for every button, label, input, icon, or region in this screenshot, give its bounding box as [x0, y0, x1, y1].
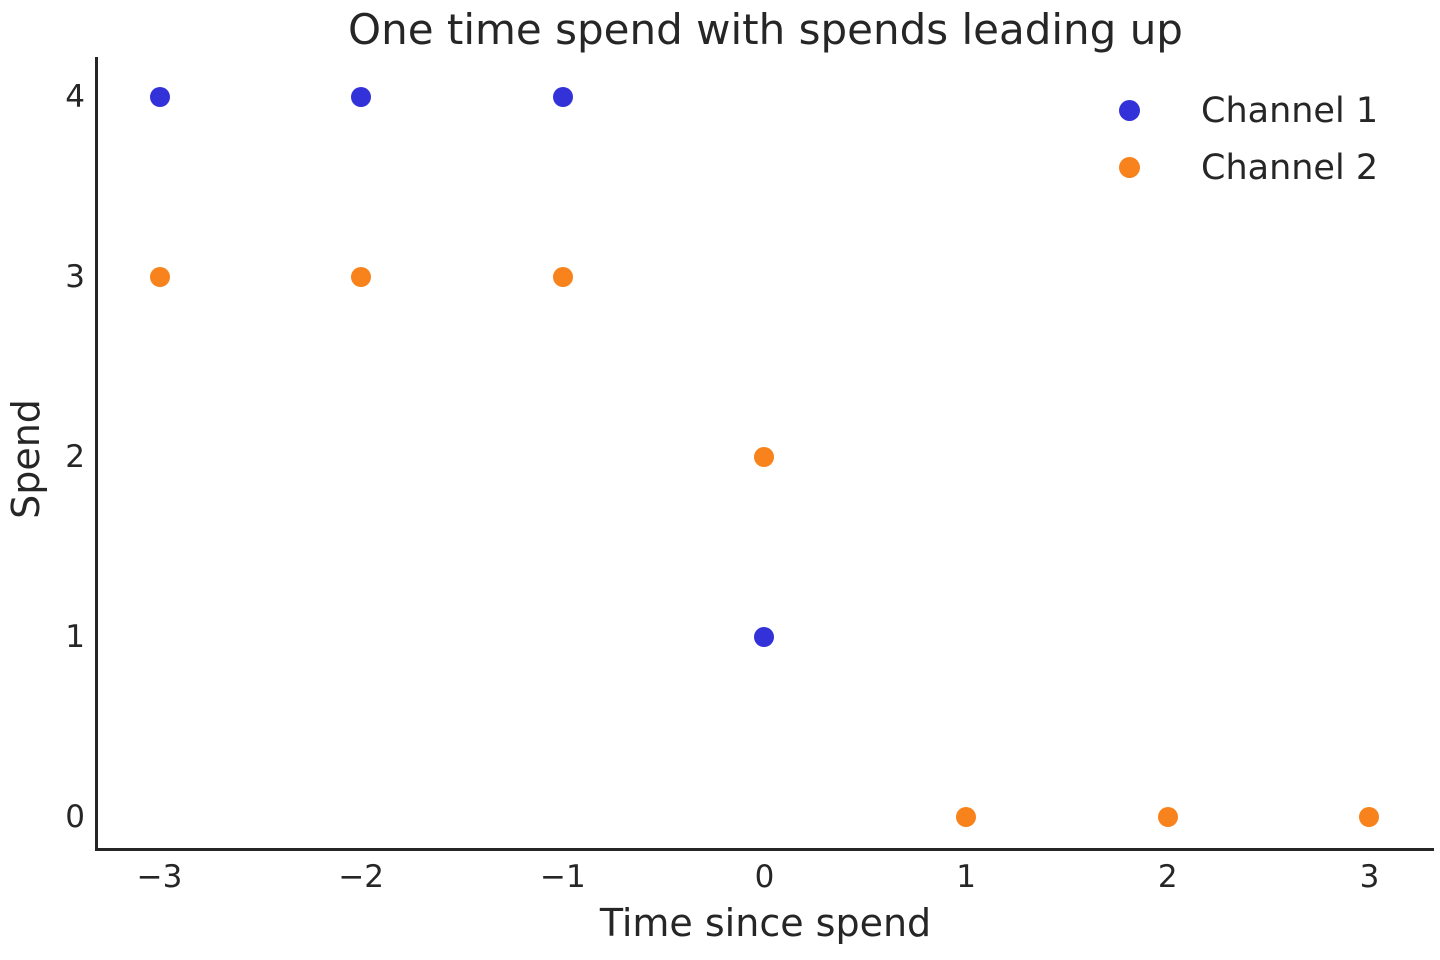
x-tick-label: −2	[338, 859, 385, 895]
x-tick-label: 2	[1157, 859, 1178, 895]
legend-item-channel-1: Channel 1	[1108, 82, 1378, 139]
legend-label: Channel 1	[1201, 90, 1379, 131]
legend: Channel 1 Channel 2	[1108, 82, 1378, 196]
y-axis-line	[95, 57, 98, 851]
data-point	[1359, 806, 1380, 827]
data-point	[754, 446, 775, 467]
x-axis-line	[95, 848, 1434, 851]
data-point	[754, 626, 775, 647]
y-tick-label: 3	[65, 258, 85, 295]
data-point	[351, 86, 372, 107]
x-tick-label: 1	[956, 859, 977, 895]
y-axis-title: Spend	[4, 399, 48, 519]
x-tick-label: −3	[136, 859, 183, 895]
data-point	[351, 266, 372, 287]
legend-marker-icon	[1119, 100, 1140, 121]
data-point	[552, 266, 573, 287]
x-axis-title: Time since spend	[599, 901, 932, 945]
data-point	[149, 86, 170, 107]
x-tick-label: 3	[1359, 859, 1380, 895]
data-point	[956, 806, 977, 827]
chart-title: One time spend with spends leading up	[348, 5, 1183, 54]
x-tick-label: −1	[539, 859, 586, 895]
x-tick-label: 0	[754, 859, 775, 895]
data-point	[1157, 806, 1178, 827]
y-tick-label: 4	[65, 78, 85, 115]
legend-marker-icon	[1119, 157, 1140, 178]
data-point	[149, 266, 170, 287]
y-tick-label: 1	[65, 618, 85, 655]
y-tick-label: 0	[65, 798, 85, 835]
legend-item-channel-2: Channel 2	[1108, 139, 1378, 196]
legend-label: Channel 2	[1201, 147, 1379, 188]
data-point	[552, 86, 573, 107]
